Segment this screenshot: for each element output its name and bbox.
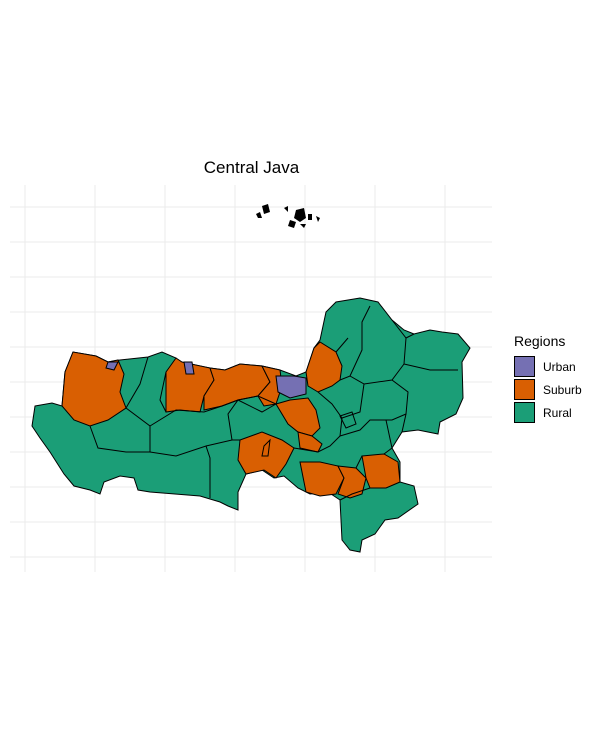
region-karanganyar <box>361 453 401 489</box>
legend-label-suburb: Suburb <box>543 382 582 397</box>
legend: Regions Urban Suburb Rural <box>514 333 582 424</box>
region-semarang <box>275 397 321 437</box>
legend-swatch-urban <box>514 356 535 377</box>
region-boyolali <box>297 431 323 453</box>
legend-item-rural: Rural <box>514 401 582 424</box>
legend-swatch-suburb <box>514 379 535 400</box>
region-sukoharjo <box>337 465 367 499</box>
region-magelang <box>237 431 295 479</box>
region-demak-grobogan <box>305 341 343 393</box>
legend-item-suburb: Suburb <box>514 378 582 401</box>
urban-regions <box>105 361 307 399</box>
legend-title: Regions <box>514 333 566 349</box>
legend-label-rural: Rural <box>543 405 572 420</box>
map-title: Central Java <box>203 158 300 177</box>
region-wonogiri-klaten <box>299 461 345 497</box>
district-boundaries <box>89 305 458 501</box>
region-pekalongan-city <box>183 361 195 375</box>
region-semarang-city <box>275 375 307 399</box>
legend-item-urban: Urban <box>514 355 582 378</box>
legend-label-urban: Urban <box>543 359 576 374</box>
legend-swatch-rural <box>514 402 535 423</box>
grid-lines <box>10 185 492 572</box>
region-tegal-city <box>105 361 119 371</box>
karimunjawa-islands <box>256 204 320 228</box>
